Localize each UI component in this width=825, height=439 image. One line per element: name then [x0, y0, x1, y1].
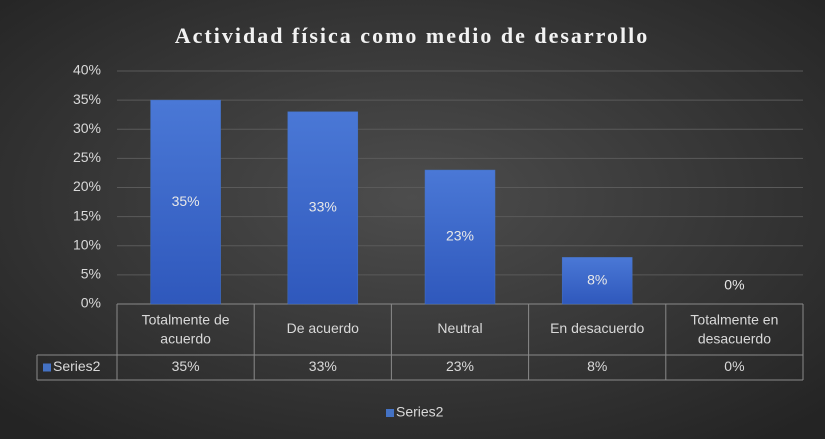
bar	[424, 169, 496, 305]
y-tick-label: 5%	[81, 266, 101, 282]
table-value: 33%	[309, 358, 337, 374]
y-tick-label: 0%	[81, 295, 101, 311]
x-tick-label-line: acuerdo	[160, 330, 211, 346]
bar	[150, 99, 221, 305]
table-legend-key	[43, 363, 51, 372]
data-label: 33%	[309, 199, 337, 215]
table-value: 8%	[587, 358, 607, 374]
y-tick-label: 20%	[73, 178, 101, 194]
table-value: 35%	[172, 358, 200, 374]
data-label: 0%	[724, 277, 744, 293]
chart-title: Actividad física como medio de desarroll…	[175, 23, 650, 48]
y-tick-label: 25%	[73, 149, 101, 165]
x-tick-label: De acuerdo	[287, 320, 360, 336]
y-tick-label: 10%	[73, 236, 101, 252]
y-tick-label: 35%	[73, 91, 101, 107]
data-label: 23%	[446, 228, 474, 244]
legend-label: Series2	[396, 404, 444, 420]
table-value: 23%	[446, 358, 474, 374]
data-label: 35%	[172, 193, 200, 209]
x-tick-label: Totalmente de acuerdo	[142, 311, 230, 346]
x-tick-label: Neutral	[437, 320, 482, 336]
x-tick-label-line: Totalmente de	[142, 311, 230, 327]
x-tick-label-line: desacuerdo	[698, 330, 771, 346]
x-tick-label: En desacuerdo	[550, 320, 644, 336]
table-value: 0%	[724, 358, 744, 374]
bar	[561, 257, 633, 305]
y-tick-label: 15%	[73, 207, 101, 223]
y-tick-label: 30%	[73, 120, 101, 136]
legend-key	[386, 409, 394, 417]
x-tick-label-line: Totalmente en	[690, 311, 778, 327]
y-tick-label: 40%	[73, 62, 101, 78]
table-series-name: Series2	[53, 358, 101, 374]
x-tick-label: Totalmente en desacuerdo	[690, 311, 778, 346]
bar	[287, 111, 359, 305]
data-label: 8%	[587, 271, 607, 287]
